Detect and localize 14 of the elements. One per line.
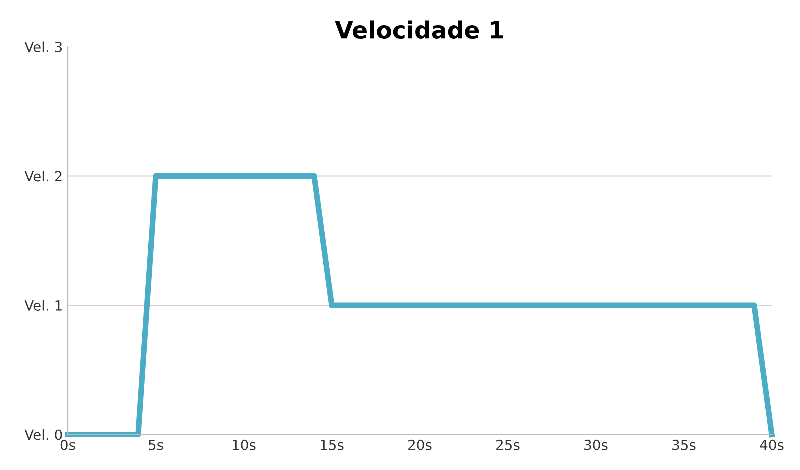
y-tick-label: Vel. 2 (24, 170, 62, 182)
y-tick-label: Vel. 0 (24, 429, 62, 440)
x-tick-label: 10s (233, 440, 256, 450)
chart-title: Velocidade 1 (335, 20, 504, 39)
x-tick-label: 0s (60, 440, 76, 450)
y-tick-label: Vel. 1 (24, 300, 62, 311)
x-tick-label: 15s (321, 440, 344, 450)
y-tick-label: Vel. 3 (24, 42, 62, 52)
x-tick-label: 25s (496, 440, 520, 450)
x-tick-label: 20s (408, 440, 432, 450)
x-tick-label: 40s (760, 440, 784, 450)
x-tick-label: 35s (672, 440, 696, 450)
x-tick-label: 5s (149, 440, 164, 450)
x-tick-label: 30s (584, 440, 608, 450)
